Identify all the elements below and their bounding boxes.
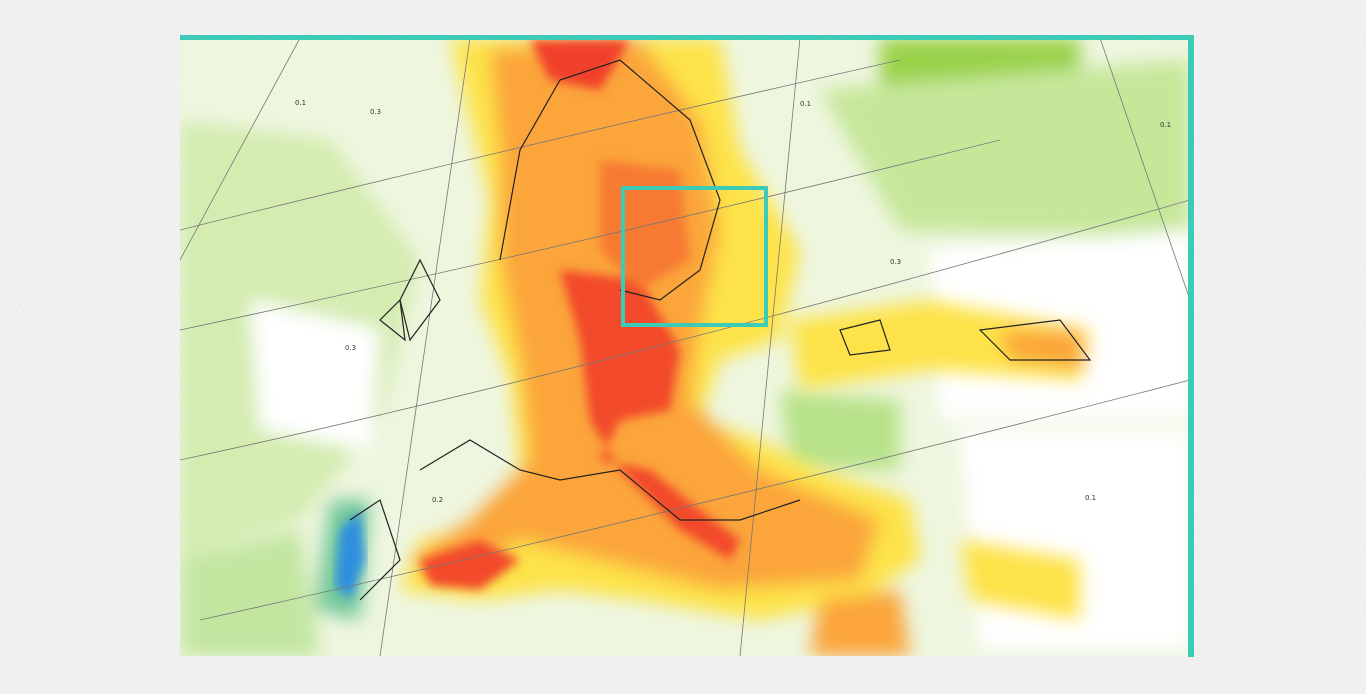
frame-right xyxy=(1188,35,1194,657)
contour-label: 0.3 xyxy=(345,344,356,352)
contour-label: 0.3 xyxy=(890,258,901,266)
contour-label: 0.3 xyxy=(370,108,381,116)
contour-label: 0.2 xyxy=(432,496,443,504)
graticule xyxy=(180,38,1190,656)
highlight-box xyxy=(621,186,768,327)
coastlines xyxy=(349,59,1092,601)
weather-map xyxy=(180,38,1190,656)
contour-label: 0.1 xyxy=(800,100,811,108)
frame-top xyxy=(180,35,1192,40)
contour-label: 0.1 xyxy=(1085,494,1096,502)
contour-label: 0.1 xyxy=(295,99,306,107)
contour-label: 0.1 xyxy=(1160,121,1171,129)
